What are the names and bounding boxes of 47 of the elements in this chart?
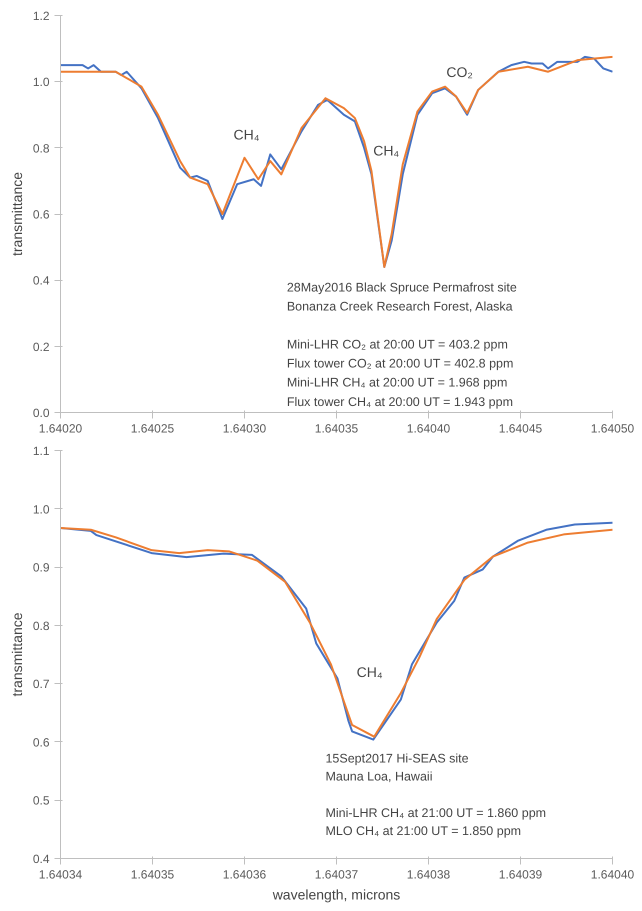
x-axis-title: wavelength, microns [272, 886, 400, 902]
x-tick-label: 1.64050 [590, 422, 635, 436]
x-tick-label: 1.64045 [498, 422, 543, 436]
y-tick-label: 0.4 [32, 274, 50, 288]
y-tick-label: 1.0 [32, 75, 50, 90]
annotation: Bonanza Creek Research Forest, Alaska [286, 300, 513, 314]
y-tick-label: 0.7 [32, 677, 50, 692]
y-axis-title: transmittance [8, 172, 25, 256]
y-tick-label: 0.6 [32, 735, 50, 750]
x-tick-label: 1.64038 [406, 868, 451, 882]
x-tick-label: 1.64030 [222, 422, 267, 436]
y-tick-label: 0.6 [32, 208, 50, 222]
y-tick-label: 0.9 [32, 560, 50, 575]
annotation: Mini-LHR CH₄ at 20:00 UT = 1.968 ppm [286, 376, 508, 390]
x-tick-label: 1.64025 [130, 422, 175, 436]
x-tick-label: 1.64036 [222, 868, 267, 882]
x-tick-label: 1.64035 [314, 422, 359, 436]
y-tick-label: 0.5 [32, 794, 50, 808]
annotation: CH₄ [234, 126, 260, 143]
x-tick-label: 1.64020 [38, 422, 83, 436]
x-tick-label: 1.64040 [406, 422, 451, 436]
y-tick-label: 0.8 [32, 141, 50, 156]
annotation: Mauna Loa, Hawaii [325, 770, 432, 784]
annotation: 15Sept2017 Hi-SEAS site [325, 752, 469, 766]
y-tick-label: 1.0 [32, 502, 50, 516]
x-tick-label: 1.64040 [590, 868, 635, 882]
y-tick-label: 1.2 [32, 9, 50, 23]
annotation: Mini-LHR CH₄ at 21:00 UT = 1.860 ppm [325, 806, 546, 820]
annotation: 28May2016 Black Spruce Permafrost site [286, 280, 517, 294]
y-axis-title: transmittance [8, 612, 25, 697]
x-tick-label: 1.64035 [130, 868, 175, 882]
annotation: CO₂ [446, 64, 473, 80]
annotation: MLO CH₄ at 21:00 UT = 1.850 ppm [325, 824, 522, 838]
y-tick-label: 0.0 [32, 406, 50, 420]
y-tick-label: 0.8 [32, 618, 50, 633]
x-tick-label: 1.64034 [38, 868, 83, 882]
x-tick-label: 1.64039 [498, 868, 543, 882]
y-tick-label: 0.2 [32, 340, 50, 354]
annotation: Flux tower CH₄ at 20:00 UT = 1.943 ppm [286, 394, 513, 409]
annotation: Mini-LHR CO₂ at 20:00 UT = 403.2 ppm [286, 338, 508, 352]
y-tick-label: 1.1 [32, 444, 50, 458]
annotation: CH₄ [356, 664, 383, 680]
x-tick-label: 1.64037 [314, 868, 359, 882]
line-series [60, 56, 612, 268]
annotation: Flux tower CO₂ at 20:00 UT = 402.8 ppm [286, 356, 514, 371]
y-tick-label: 0.4 [32, 852, 50, 866]
annotation: CH₄ [373, 142, 400, 158]
